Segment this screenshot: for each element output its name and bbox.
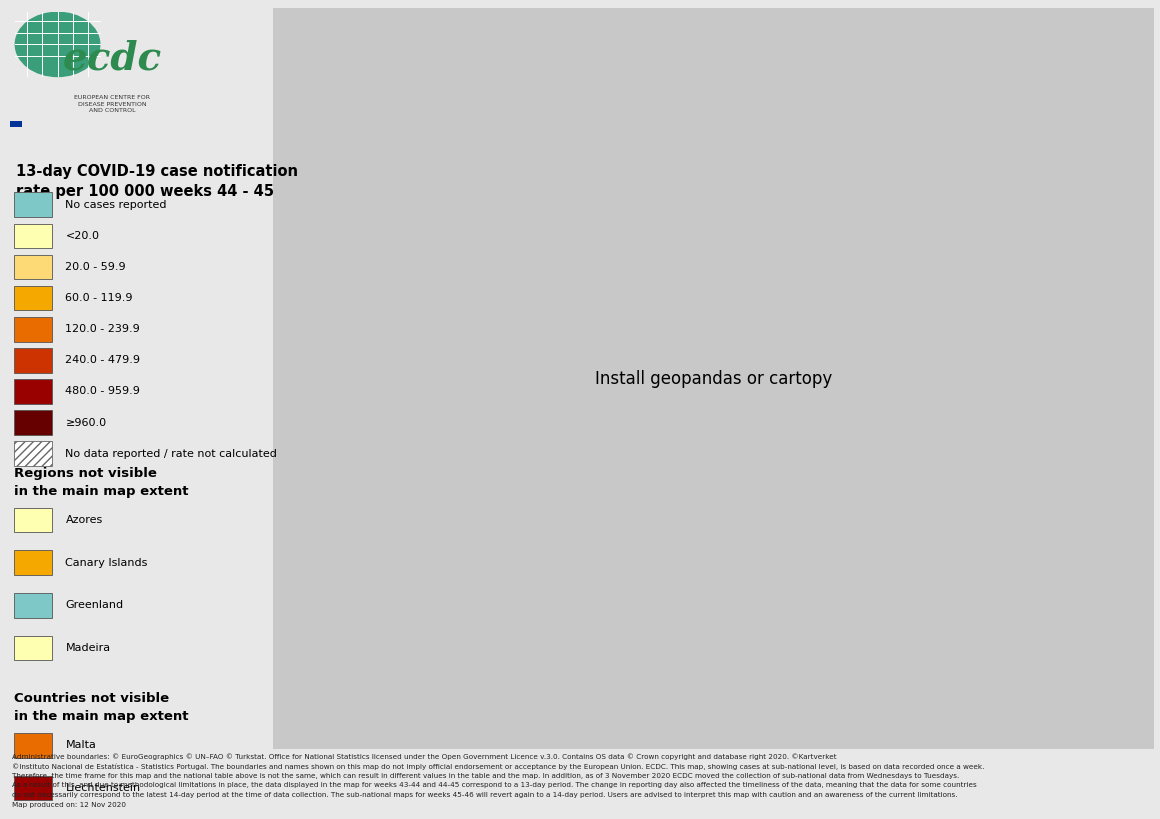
Bar xyxy=(14,286,52,310)
Text: Greenland: Greenland xyxy=(65,600,124,610)
Bar xyxy=(14,636,52,660)
Bar xyxy=(14,379,52,404)
Bar xyxy=(10,121,22,127)
Text: <20.0: <20.0 xyxy=(65,231,100,241)
Circle shape xyxy=(15,12,100,76)
Text: Countries not visible
in the main map extent: Countries not visible in the main map ex… xyxy=(14,692,188,723)
Text: EUROPEAN CENTRE FOR
DISEASE PREVENTION
AND CONTROL: EUROPEAN CENTRE FOR DISEASE PREVENTION A… xyxy=(74,95,150,113)
Text: ecdc: ecdc xyxy=(63,39,161,77)
Text: 240.0 - 479.9: 240.0 - 479.9 xyxy=(65,355,140,365)
Text: Regions not visible
in the main map extent: Regions not visible in the main map exte… xyxy=(14,467,188,498)
Text: Madeira: Madeira xyxy=(65,643,110,653)
Text: do not necessarily correspond to the latest 14-day period at the time of data co: do not necessarily correspond to the lat… xyxy=(12,792,957,798)
Text: Malta: Malta xyxy=(65,740,96,750)
Text: 13-day COVID-19 case notification
rate per 100 000 weeks 44 - 45: 13-day COVID-19 case notification rate p… xyxy=(16,164,298,198)
Text: Canary Islands: Canary Islands xyxy=(65,558,147,568)
Text: Install geopandas or cartopy: Install geopandas or cartopy xyxy=(595,370,832,387)
Text: Azores: Azores xyxy=(65,515,103,525)
Text: 120.0 - 239.9: 120.0 - 239.9 xyxy=(65,324,140,334)
Text: Therefore, the time frame for this map and the national table above is not the s: Therefore, the time frame for this map a… xyxy=(12,773,959,779)
Bar xyxy=(273,8,1154,749)
Text: Liechtenstein: Liechtenstein xyxy=(65,783,140,793)
Bar xyxy=(14,348,52,373)
Bar xyxy=(14,317,52,342)
Text: ©Instituto Nacional de Estatística - Statistics Portugal. The boundaries and nam: ©Instituto Nacional de Estatística - Sta… xyxy=(12,762,984,770)
Bar xyxy=(14,441,52,466)
Bar xyxy=(14,593,52,618)
Text: Administrative boundaries: © EuroGeographics © UN–FAO © Turkstat. Office for Nat: Administrative boundaries: © EuroGeograp… xyxy=(12,753,836,760)
Bar xyxy=(14,192,52,217)
Bar xyxy=(14,255,52,279)
Bar xyxy=(14,410,52,435)
Bar xyxy=(14,776,52,800)
Text: 60.0 - 119.9: 60.0 - 119.9 xyxy=(65,293,133,303)
Bar xyxy=(14,733,52,758)
Bar xyxy=(14,550,52,575)
Text: ≥960.0: ≥960.0 xyxy=(65,418,107,428)
Bar xyxy=(14,224,52,248)
Text: No data reported / rate not calculated: No data reported / rate not calculated xyxy=(65,449,277,459)
Text: As a result of this, and due to methodological limitations in place, the data di: As a result of this, and due to methodol… xyxy=(12,782,977,789)
Text: 480.0 - 959.9: 480.0 - 959.9 xyxy=(65,387,140,396)
Text: 20.0 - 59.9: 20.0 - 59.9 xyxy=(65,262,126,272)
Bar xyxy=(14,508,52,532)
Text: No cases reported: No cases reported xyxy=(65,200,167,210)
Text: Map produced on: 12 Nov 2020: Map produced on: 12 Nov 2020 xyxy=(12,802,125,808)
